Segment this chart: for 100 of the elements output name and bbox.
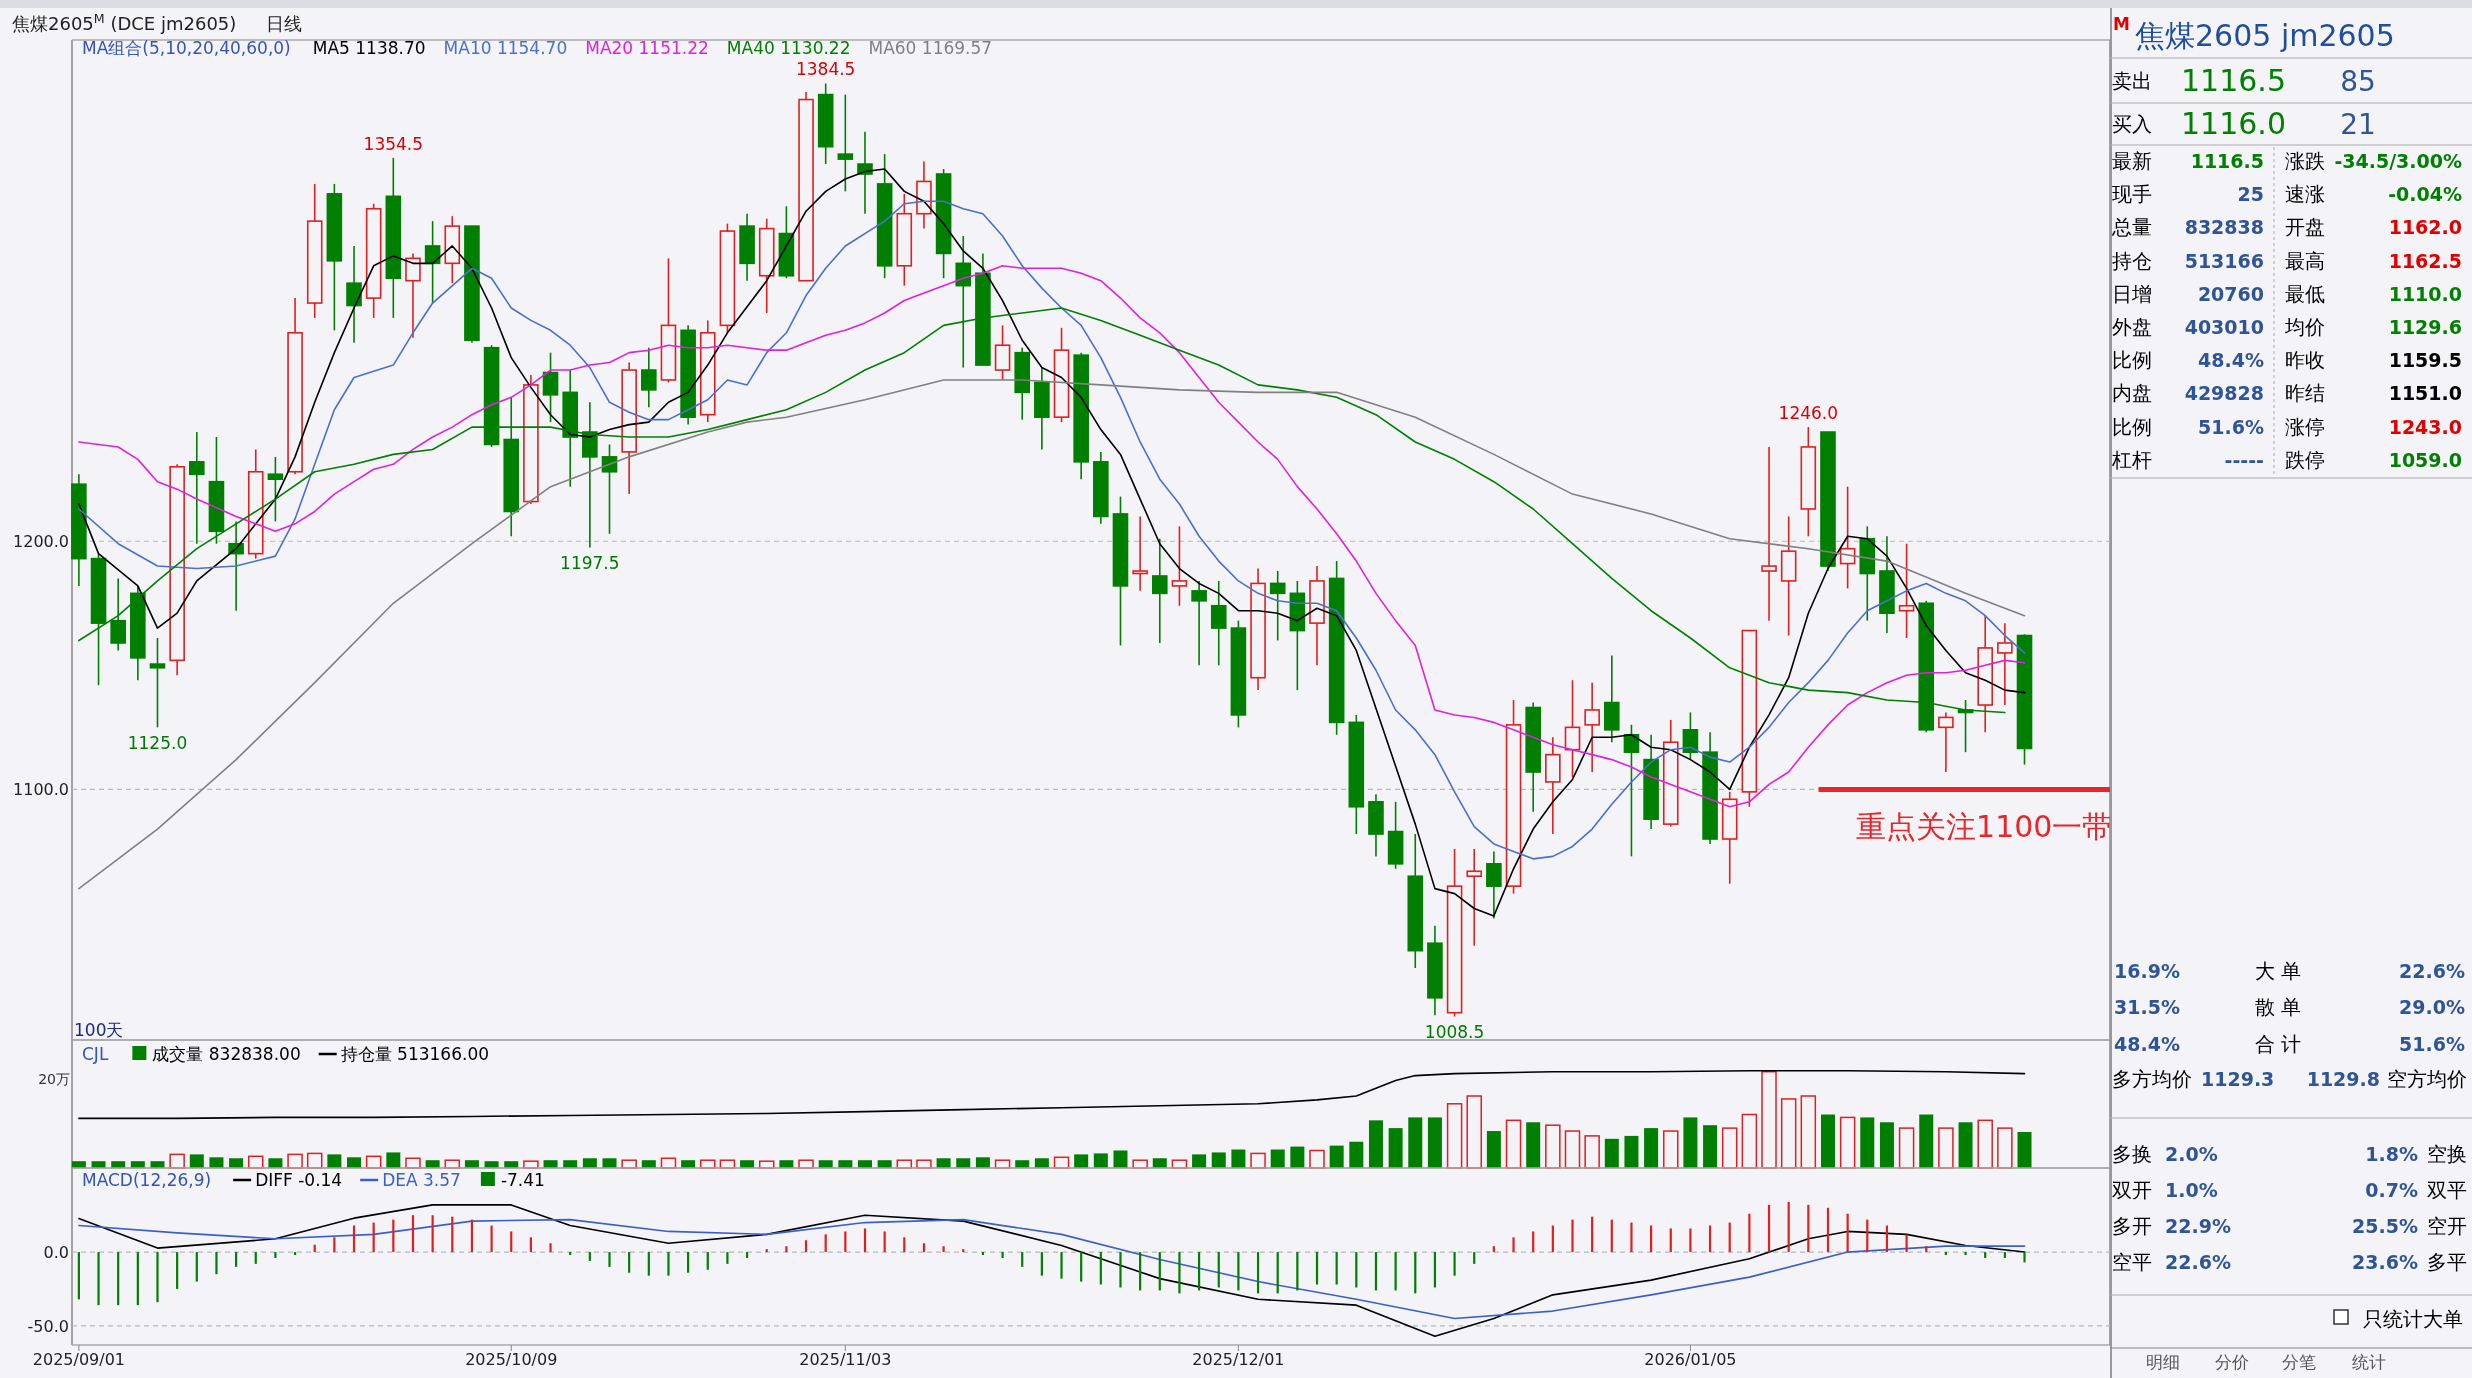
annotation: 100天 (74, 1020, 124, 1040)
text: 1159.5 (2388, 349, 2462, 372)
text: 403010 (2184, 316, 2264, 338)
text: 25 (2237, 183, 2264, 206)
y-tick-label: 1100.0 (13, 780, 69, 800)
text: MA5 1138.70 (312, 38, 426, 58)
text: 85 (2340, 65, 2376, 98)
text: 1162.5 (2388, 249, 2462, 272)
text: 焦煤2605 jm2605 (2135, 18, 2395, 53)
text: 513166 (2184, 249, 2264, 272)
text: 散 单 (2254, 995, 2302, 1019)
text: 双开 (2112, 1178, 2152, 1202)
text: 1110.0 (2388, 282, 2462, 305)
text: -34.5/3.00% (2334, 150, 2462, 172)
text: 双平 (2427, 1178, 2467, 1202)
legend-title: MACD(12,26,9) (82, 1170, 212, 1190)
x-tick-label: 2025/09/01 (32, 1350, 125, 1369)
x-tick-label: 2025/10/09 (465, 1350, 558, 1369)
text: 跌停 (2285, 447, 2325, 472)
ref-line-label: 重点关注1100一带 (1856, 809, 2113, 845)
text: 持仓 (2112, 248, 2152, 273)
text: 涨停 (2285, 414, 2325, 439)
text: 48.4% (2198, 349, 2264, 372)
legend-label: 持仓量 513166.00 (340, 1044, 490, 1064)
text: -0.04% (2388, 183, 2462, 206)
text: 分价 (2215, 1352, 2249, 1372)
x-tick-label: 2025/11/03 (799, 1350, 892, 1369)
text: 多方均价 (2112, 1067, 2192, 1091)
text: 16.9% (2114, 960, 2180, 982)
text: 1116.0 (2181, 106, 2286, 141)
text: 内盘 (2112, 381, 2152, 406)
text: 51.6% (2198, 415, 2264, 438)
text: 1116.5 (2190, 150, 2264, 172)
text: 总量 (2111, 215, 2152, 240)
text: 29.0% (2399, 996, 2465, 1018)
text: 最新 (2112, 149, 2152, 173)
legend-title: MA组合(5,10,20,40,60,0) (82, 38, 291, 58)
x-tick-label: 2025/12/01 (1192, 1350, 1285, 1369)
legend-label: 成交量 832838.00 (152, 1044, 301, 1064)
annotation: 1125.0 (127, 733, 188, 754)
annotation: 1354.5 (363, 133, 424, 154)
text: 22.6% (2165, 1251, 2231, 1273)
text: 1129.6 (2388, 316, 2462, 338)
text: 1059.0 (2388, 448, 2462, 471)
text: 1162.0 (2388, 216, 2462, 239)
y-tick-label: -50.0 (27, 1316, 69, 1336)
legend-title: CJL (82, 1044, 109, 1064)
text: 22.6% (2399, 960, 2465, 982)
text: 25.5% (2352, 1215, 2418, 1237)
text: 只统计大单 (2363, 1307, 2463, 1331)
text: 空方均价 (2387, 1067, 2467, 1091)
text: 空换 (2427, 1142, 2467, 1166)
text: 日增 (2112, 281, 2152, 306)
chart-subtitle: 日线 (266, 13, 303, 34)
text: 22.9% (2165, 1215, 2231, 1237)
text: 1116.5 (2181, 63, 2286, 98)
annotation: 1246.0 (1778, 403, 1839, 424)
text: MA20 1151.22 (585, 38, 709, 58)
text: 多平 (2427, 1250, 2467, 1274)
text: 21 (2340, 108, 2376, 141)
text: 832838 (2184, 216, 2264, 239)
text: 31.5% (2114, 996, 2180, 1018)
text: 多开 (2112, 1214, 2152, 1238)
text: MA40 1130.22 (726, 38, 851, 58)
text: 最低 (2285, 281, 2325, 306)
text: 杠杆 (2111, 447, 2152, 472)
text: 现手 (2112, 182, 2152, 207)
text: 20760 (2197, 282, 2264, 305)
text: 1151.0 (2388, 382, 2462, 405)
text: MA60 1169.57 (868, 38, 993, 58)
text: 买入 (2112, 112, 2152, 136)
text: 统计 (2352, 1352, 2386, 1372)
text: 昨收 (2285, 348, 2325, 373)
text: 比例 (2112, 348, 2152, 373)
text: MA10 1154.70 (443, 38, 568, 58)
text: 大 单 (2254, 959, 2302, 983)
text: M (2113, 14, 2130, 34)
annotation: 1384.5 (795, 59, 856, 80)
text: 速涨 (2285, 182, 2325, 207)
text: 涨跌 (2285, 149, 2325, 173)
legend-label: DIFF -0.14 (255, 1170, 343, 1190)
text: 1243.0 (2388, 415, 2462, 438)
text: 多换 (2112, 1142, 2152, 1166)
text: 1.0% (2165, 1179, 2218, 1201)
text: 昨结 (2285, 381, 2325, 406)
text: 明细 (2146, 1352, 2180, 1372)
x-tick-label: 2026/01/05 (1644, 1350, 1737, 1369)
text: 0.7% (2365, 1179, 2418, 1201)
text: 48.4% (2114, 1033, 2180, 1055)
annotation: 1008.5 (1424, 1022, 1485, 1043)
text: 分笔 (2282, 1352, 2316, 1372)
text: 空开 (2427, 1214, 2467, 1238)
annotation: 1197.5 (560, 553, 620, 574)
text: 合 计 (2254, 1032, 2302, 1056)
text: 51.6% (2399, 1033, 2465, 1055)
text: 外盘 (2112, 315, 2152, 339)
text: 23.6% (2352, 1251, 2418, 1273)
text: 开盘 (2285, 215, 2325, 240)
text: 最高 (2285, 248, 2325, 273)
text: 均价 (2284, 315, 2325, 339)
